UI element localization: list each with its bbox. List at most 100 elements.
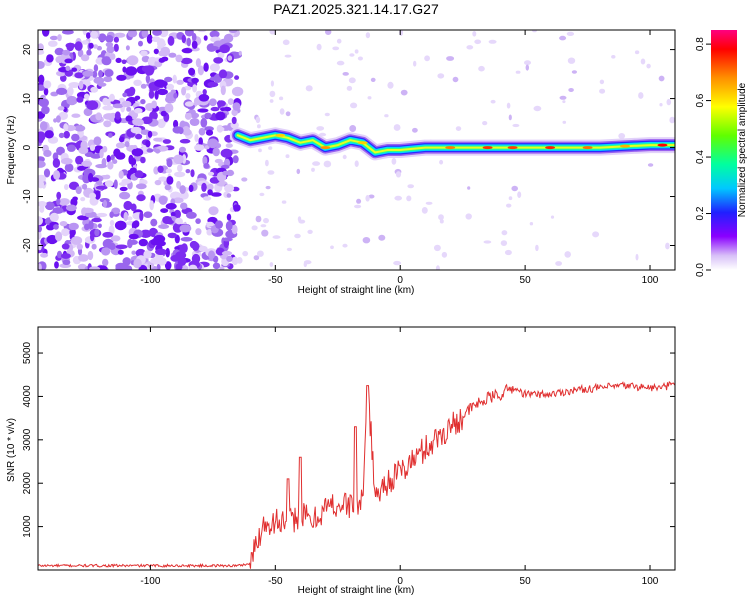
noise-blob xyxy=(118,182,128,186)
noise-blob xyxy=(153,137,163,142)
noise-blob xyxy=(88,220,94,230)
noise-speck xyxy=(611,55,616,59)
noise-speck xyxy=(242,250,249,257)
noise-speck xyxy=(272,235,281,239)
noise-blob xyxy=(38,160,46,168)
noise-speck xyxy=(251,225,258,231)
noise-blob xyxy=(155,248,167,255)
noise-blob xyxy=(103,120,112,128)
noise-blob xyxy=(164,76,173,83)
noise-blob xyxy=(207,138,219,149)
noise-speck xyxy=(508,114,512,121)
noise-blob xyxy=(129,167,137,174)
snr-panel: -100 -50 0 50 100 1000 2000 3000 4000 5000 Height… xyxy=(6,326,676,596)
noise-blob xyxy=(141,116,153,125)
noise-blob xyxy=(185,169,191,174)
noise-speck xyxy=(618,133,626,139)
noise-speck xyxy=(474,39,482,45)
noise-blob xyxy=(88,42,94,49)
noise-blob xyxy=(101,56,112,66)
noise-speck xyxy=(282,39,290,46)
noise-speck xyxy=(257,124,261,129)
noise-blob xyxy=(52,158,61,168)
noise-blob xyxy=(154,179,162,186)
noise-blob xyxy=(135,183,147,190)
noise-blob xyxy=(219,44,231,54)
noise-blob xyxy=(127,30,138,38)
noise-blob xyxy=(210,106,220,112)
noise-blob xyxy=(122,257,131,266)
noise-blob xyxy=(38,242,42,251)
x-tick-label: 100 xyxy=(642,576,659,587)
snr-plot-area xyxy=(38,380,675,569)
noise-blob xyxy=(214,158,223,164)
noise-blob xyxy=(157,88,168,96)
noise-blob xyxy=(178,127,184,135)
noise-blob xyxy=(162,139,171,144)
noise-blob xyxy=(114,111,121,120)
noise-speck xyxy=(433,244,441,252)
noise-speck xyxy=(647,163,654,167)
noise-blob xyxy=(76,96,84,103)
noise-speck xyxy=(269,262,274,267)
x-tick-label: 0 xyxy=(397,576,403,587)
noise-blob xyxy=(226,255,233,262)
noise-blob xyxy=(219,266,225,270)
noise-blob xyxy=(216,100,226,107)
noise-blob xyxy=(209,177,220,184)
noise-blob xyxy=(53,224,59,230)
noise-blob xyxy=(114,32,126,38)
noise-speck xyxy=(307,229,313,234)
noise-blob xyxy=(68,82,80,88)
noise-blob xyxy=(77,165,86,171)
noise-blob xyxy=(198,94,210,102)
noise-blob xyxy=(135,248,146,258)
noise-blob xyxy=(125,45,130,51)
noise-blob xyxy=(116,74,127,81)
signal-hotspot xyxy=(320,146,331,150)
noise-blob xyxy=(140,99,146,105)
noise-blob xyxy=(166,176,174,185)
noise-blob xyxy=(78,80,84,90)
colorbar-gradient xyxy=(711,30,737,270)
noise-speck xyxy=(592,231,600,238)
noise-speck xyxy=(529,222,534,226)
signal-hotspot xyxy=(357,141,368,145)
noise-blob xyxy=(209,98,217,107)
noise-blob xyxy=(217,51,225,59)
noise-blob xyxy=(109,211,114,218)
noise-blob xyxy=(184,112,192,120)
noise-blob xyxy=(38,263,42,270)
noise-blob xyxy=(127,55,139,66)
noise-blob xyxy=(43,80,52,89)
noise-speck xyxy=(412,127,418,133)
noise-blob xyxy=(218,69,228,79)
noise-blob xyxy=(82,70,94,77)
noise-blob xyxy=(198,127,206,136)
noise-blob xyxy=(91,243,97,250)
noise-blob xyxy=(50,91,59,97)
noise-blob xyxy=(71,236,83,245)
signal-hotspot xyxy=(507,146,518,150)
noise-blob xyxy=(158,50,166,57)
noise-blob xyxy=(86,32,91,39)
noise-blob xyxy=(226,193,232,198)
noise-blob xyxy=(115,57,122,64)
noise-speck xyxy=(669,116,675,124)
noise-blob xyxy=(208,46,219,51)
noise-blob xyxy=(134,107,143,114)
noise-blob xyxy=(140,83,147,89)
y-tick-label: 3000 xyxy=(22,428,33,451)
noise-speck xyxy=(437,73,445,79)
noise-speck xyxy=(296,168,301,175)
noise-blob xyxy=(190,169,195,178)
noise-speck xyxy=(658,75,665,82)
noise-blob xyxy=(57,34,62,42)
noise-speck xyxy=(325,30,332,35)
noise-blob xyxy=(67,144,76,152)
noise-blob xyxy=(104,69,114,77)
noise-blob xyxy=(231,86,244,97)
noise-speck xyxy=(303,261,307,268)
noise-blob xyxy=(143,250,152,259)
